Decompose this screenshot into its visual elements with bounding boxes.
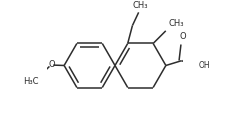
Text: O: O — [179, 32, 186, 41]
Text: H₃C: H₃C — [22, 77, 38, 86]
Text: CH₃: CH₃ — [168, 19, 183, 28]
Text: O: O — [48, 60, 55, 69]
Text: CH₃: CH₃ — [132, 1, 148, 10]
Text: OH: OH — [198, 61, 209, 70]
